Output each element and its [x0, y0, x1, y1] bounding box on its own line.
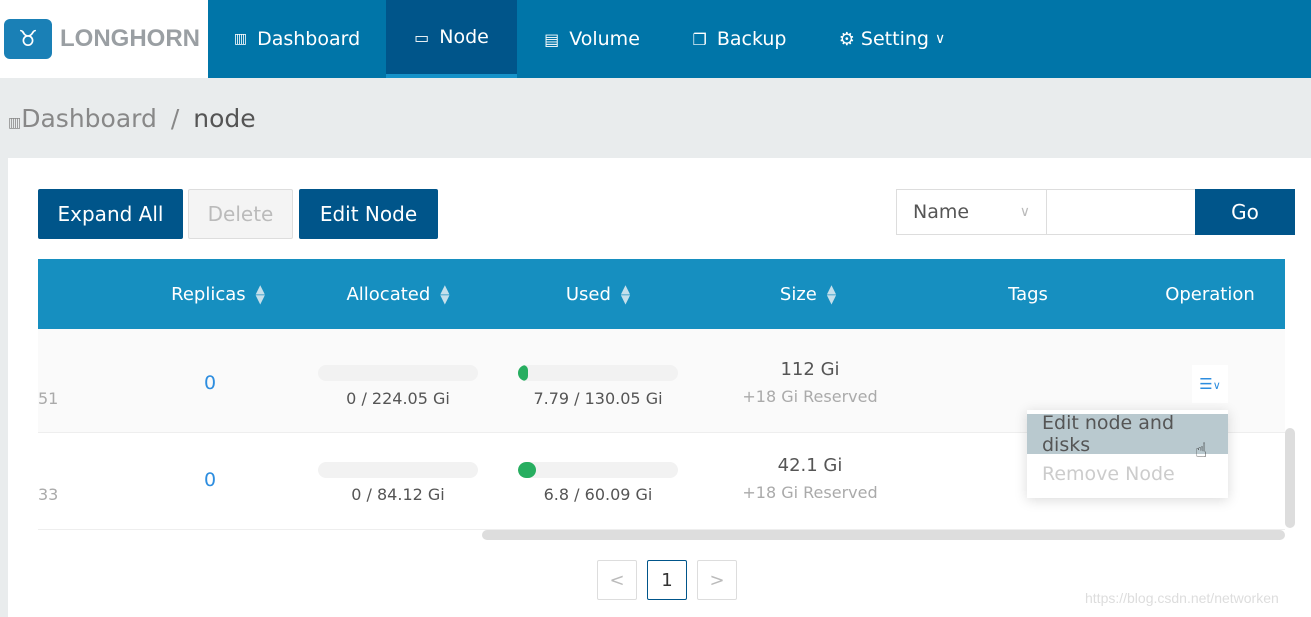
- allocated-value: 0 / 224.05 Gi: [346, 389, 450, 408]
- nav-node[interactable]: ▭ Node: [386, 0, 517, 78]
- nav-label: Node: [439, 26, 489, 48]
- horizontal-scrollbar[interactable]: [482, 530, 1285, 540]
- brand-logo[interactable]: ♉ LONGHORN: [0, 0, 208, 78]
- nav-label: Setting: [860, 28, 929, 50]
- top-navbar: [0, 0, 1311, 78]
- go-button[interactable]: Go: [1195, 189, 1295, 235]
- operation-dropdown-button[interactable]: ☰∨: [1192, 365, 1228, 403]
- column-operation: Operation: [1150, 259, 1270, 329]
- longhorn-logo-icon: ♉: [4, 19, 52, 59]
- node-name[interactable]: 33: [38, 485, 59, 504]
- nav-label: Dashboard: [257, 28, 361, 50]
- nav-dashboard[interactable]: ▥ Dashboard: [208, 0, 386, 78]
- nav-label: Volume: [569, 28, 640, 50]
- breadcrumb-dashboard-link[interactable]: Dashboard: [21, 104, 157, 133]
- pagination-next[interactable]: >: [697, 560, 737, 600]
- progress-fill: [518, 462, 536, 478]
- column-used[interactable]: Used ▲ ▼: [538, 259, 658, 329]
- sort-icon[interactable]: ▲ ▼: [826, 282, 837, 306]
- laptop-icon: ▭: [414, 27, 430, 47]
- used-value: 6.8 / 60.09 Gi: [543, 485, 653, 504]
- watermark: https://blog.csdn.net/networken: [1085, 590, 1279, 606]
- sort-icon[interactable]: ▲ ▼: [255, 282, 265, 306]
- pagination-page-1[interactable]: 1: [647, 560, 687, 600]
- replicas-link[interactable]: 0: [203, 469, 217, 491]
- search-field-value: Name: [913, 201, 970, 223]
- column-allocated[interactable]: Allocated ▲ ▼: [328, 259, 468, 329]
- nav-label: Backup: [716, 28, 787, 50]
- bar-chart-icon: ▥: [233, 31, 248, 47]
- database-icon: ▤: [544, 29, 560, 49]
- search-input[interactable]: [1046, 189, 1196, 235]
- allocated-progress: [318, 365, 478, 381]
- column-replicas[interactable]: Replicas ▲ ▼: [158, 259, 278, 329]
- used-progress: [518, 462, 678, 478]
- column-label: Size: [779, 283, 817, 305]
- column-label: Tags: [1008, 283, 1048, 305]
- hand-cursor-icon: ☝: [1195, 438, 1208, 462]
- reserved-value: +18 Gi Reserved: [742, 483, 878, 502]
- breadcrumb: ▥Dashboard / node: [8, 104, 256, 133]
- replicas-link[interactable]: 0: [203, 372, 217, 394]
- list-icon: ☰: [1199, 375, 1213, 393]
- nav-backup[interactable]: ❐ Backup: [667, 0, 812, 78]
- column-label: Allocated: [346, 283, 431, 305]
- brand-name: LONGHORN: [60, 25, 200, 52]
- operation-menu: Edit node and disks Remove Node ☝: [1027, 410, 1228, 498]
- column-label: Replicas: [171, 283, 246, 305]
- copy-icon: ❐: [692, 29, 707, 49]
- sort-icon[interactable]: ▲ ▼: [620, 282, 631, 306]
- edit-node-button[interactable]: Edit Node: [299, 189, 438, 239]
- nav-volume[interactable]: ▤ Volume: [517, 0, 667, 78]
- bar-chart-icon: ▥: [8, 115, 22, 131]
- delete-button[interactable]: Delete: [188, 189, 293, 239]
- node-name[interactable]: 51: [38, 389, 59, 408]
- chevron-down-icon: ∨: [1212, 379, 1221, 392]
- size-value: 42.1 Gi: [777, 455, 843, 476]
- menu-item-remove-node[interactable]: Remove Node: [1042, 463, 1175, 485]
- vertical-scrollbar[interactable]: [1285, 428, 1295, 528]
- column-label: Operation: [1165, 283, 1255, 305]
- chevron-down-icon: ∨: [1019, 204, 1030, 220]
- pagination-prev[interactable]: <: [597, 560, 637, 600]
- search-field-select[interactable]: Name ∨: [896, 189, 1047, 235]
- sort-icon[interactable]: ▲ ▼: [440, 282, 450, 306]
- column-label: Used: [565, 283, 611, 305]
- allocated-value: 0 / 84.12 Gi: [351, 485, 445, 504]
- nav-setting[interactable]: ⚙ Setting ∨: [812, 0, 972, 78]
- progress-fill: [518, 365, 528, 381]
- expand-all-button[interactable]: Expand All: [38, 189, 183, 239]
- column-tags: Tags: [978, 259, 1078, 329]
- size-value: 112 Gi: [780, 359, 840, 380]
- allocated-progress: [318, 462, 478, 478]
- breadcrumb-separator: /: [170, 104, 180, 133]
- column-size[interactable]: Size ▲ ▼: [748, 259, 868, 329]
- gear-icon: ⚙: [838, 28, 855, 50]
- menu-item-edit-node-and-disks[interactable]: Edit node and disks: [1027, 412, 1228, 456]
- table-header: Replicas ▲ ▼ Allocated ▲ ▼ Used ▲ ▼ Size ▲ ▼ Tag…: [38, 259, 1285, 329]
- used-value: 7.79 / 130.05 Gi: [533, 389, 663, 408]
- chevron-down-icon: ∨: [934, 31, 946, 47]
- reserved-value: +18 Gi Reserved: [742, 387, 878, 406]
- used-progress: [518, 365, 678, 381]
- breadcrumb-current: node: [193, 104, 256, 133]
